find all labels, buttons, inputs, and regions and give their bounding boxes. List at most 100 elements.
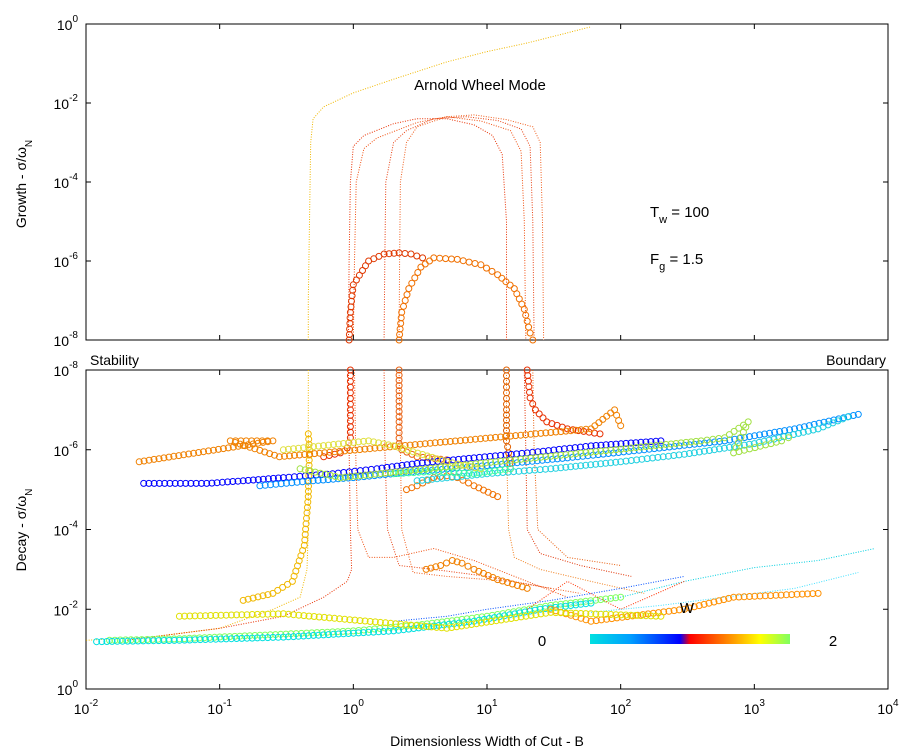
decay-series-27-point (416, 440, 424, 448)
decay-series-17-point (597, 460, 605, 468)
decay-series-24-point (798, 590, 806, 598)
decay-series-25-point (315, 613, 323, 621)
decay-series-28-point (647, 442, 655, 450)
growth-y-tick-label: 10-6 (54, 251, 79, 270)
decay-series-25-point (657, 612, 665, 620)
decay-series-28-point (617, 445, 625, 453)
decay-series-15-point (166, 479, 174, 487)
decay-series-17-point (665, 452, 672, 460)
decay-series-15-point (187, 479, 195, 487)
decay-series-22-point (127, 636, 135, 644)
decay-series-18-point (390, 470, 398, 478)
decay-series-22-point (221, 633, 229, 641)
decay-series-27-point (271, 451, 278, 459)
decay-series-17-point (567, 463, 575, 471)
decay-series-27-point (456, 437, 464, 445)
decay-series-29-point (360, 437, 368, 445)
decay-series-28-point (612, 446, 620, 454)
decay-series-23-point (385, 627, 393, 635)
decay-series-17-point (617, 458, 625, 466)
decay-series-27-point (195, 449, 203, 456)
decay-series-28-point (672, 440, 680, 447)
decay-series-28-point (607, 446, 615, 454)
decay-series-27-point (241, 442, 249, 450)
decay-series-25-point (512, 614, 520, 622)
mode-annotation: Arnold Wheel Mode (414, 77, 546, 94)
decay-series-29-point (325, 441, 332, 449)
decay-series-28-point (592, 448, 600, 456)
decay-series-27-point (291, 451, 298, 459)
decay-series-5-line (506, 370, 645, 594)
decay-series-25-point (522, 612, 530, 620)
decay-series-25-point (238, 611, 246, 619)
growth-series-5-point (380, 250, 388, 258)
decay-series-27-point (190, 449, 198, 457)
decay-series-23-point (243, 634, 251, 642)
x-tick-label: 100 (343, 698, 365, 717)
growth-y-tick-label: 10-4 (54, 172, 79, 191)
decay-series-18-point (491, 467, 499, 475)
decay-series-27-point (512, 432, 520, 440)
decay-series-15-point (145, 479, 153, 487)
decay-series-28-point (662, 441, 670, 448)
decay-series-23-point (222, 635, 230, 643)
decay-series-23-point (315, 631, 322, 639)
decay-series-27-point (431, 439, 439, 447)
decay-series-28-point (778, 437, 786, 445)
decay-series-16-point (355, 473, 363, 481)
decay-series-23-point (562, 602, 570, 610)
decay-series-24-point (670, 607, 678, 615)
growth-series-6-point (494, 271, 502, 279)
decay-series-28-point (402, 467, 409, 475)
decay-series-17-point (557, 464, 565, 472)
decay-series-13-point (596, 430, 604, 438)
decay-series-12-point (503, 421, 510, 429)
decay-series-15-point (534, 448, 542, 456)
decay-series-25-point (622, 611, 630, 619)
decay-series-27-point (542, 429, 550, 437)
decay-series-25-point (217, 611, 225, 619)
decay-series-17-point (649, 454, 657, 462)
decay-series-25-point (617, 611, 625, 619)
growth-series-6-point (506, 281, 514, 289)
decay-series-27-point (461, 436, 469, 444)
decay-series-17-point (799, 428, 807, 436)
decay-series-14-point (464, 562, 472, 570)
decay-series-27-point (214, 445, 222, 453)
decay-series-15-point (229, 478, 237, 485)
decay-series-23-point (380, 628, 388, 635)
decay-series-29-point (433, 455, 441, 463)
decay-series-25-point (453, 623, 461, 631)
decay-series-18-point (475, 469, 483, 477)
growth-y-tick-label: 10-8 (54, 330, 79, 349)
decay-series-27-point (386, 443, 394, 451)
decay-series-17-point (809, 426, 817, 434)
decay-series-17-point (633, 456, 641, 464)
decay-series-16-point (428, 466, 436, 474)
decay-series-27-point (446, 438, 454, 445)
growth-series-5-point (419, 254, 427, 262)
decay-series-25-point (482, 618, 490, 626)
decay-series-10-point (302, 520, 310, 528)
decay-series-17-point (627, 457, 635, 464)
decay-series-10-point (305, 441, 313, 448)
decay-series-25-point (361, 617, 369, 625)
decay-series-28-point (427, 464, 435, 472)
decay-series-15-point (403, 461, 411, 469)
decay-series-25-point (356, 617, 364, 625)
decay-series-17-point (438, 474, 446, 482)
decay-series-27-point (426, 439, 434, 447)
decay-series-16-point (840, 414, 848, 422)
decay-series-10-point (269, 589, 277, 597)
decay-series-25-point (468, 621, 475, 628)
decay-series-27-point (210, 446, 217, 454)
decay-series-17-point (715, 445, 723, 453)
decay-series-15-point (632, 439, 640, 447)
decay-series-25-point (253, 610, 261, 618)
decay-series-17-point (790, 431, 798, 438)
decay-series-25-point (264, 610, 272, 618)
decay-series-27-point (311, 450, 319, 458)
decay-series-9-point (395, 376, 403, 384)
decay-series-23-point (577, 600, 585, 608)
decay-series-27-point (477, 435, 484, 443)
